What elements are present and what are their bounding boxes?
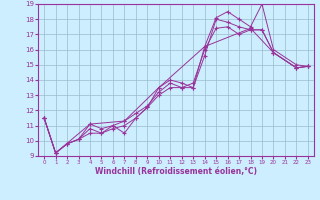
X-axis label: Windchill (Refroidissement éolien,°C): Windchill (Refroidissement éolien,°C) [95, 167, 257, 176]
